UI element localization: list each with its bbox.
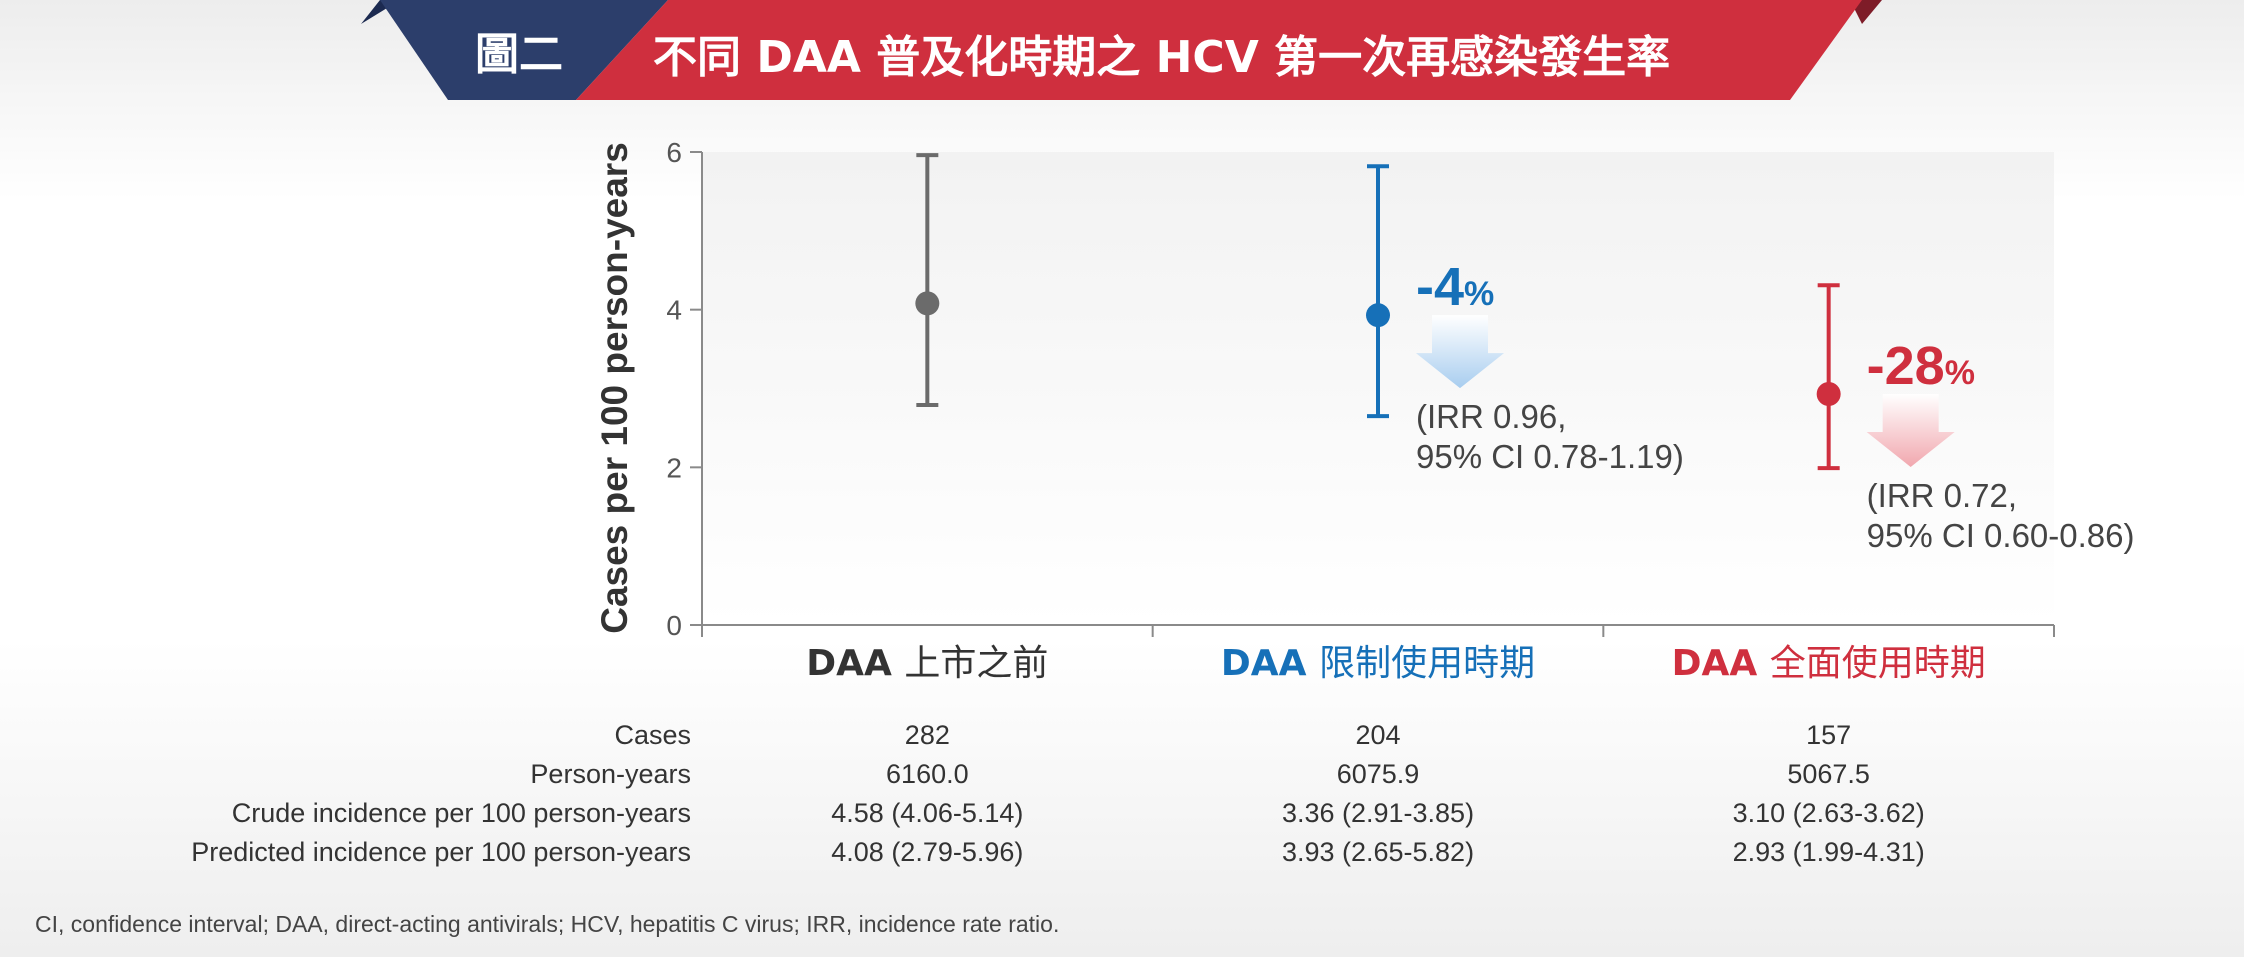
- data-point: [1366, 303, 1390, 328]
- table-cell: 157: [1806, 720, 1852, 750]
- change-unit: %: [1464, 275, 1494, 313]
- change-value: -28: [1867, 336, 1945, 396]
- down-arrow-icon: [1866, 394, 1955, 468]
- table-cell: 4.58 (4.06-5.14): [831, 798, 1024, 828]
- table-cell: 3.10 (2.63-3.62): [1732, 798, 1925, 828]
- x-category-label: DAA 全面使用時期: [1672, 643, 1986, 684]
- table-cell: 4.08 (2.79-5.96): [831, 837, 1024, 867]
- table-row-label: Person-years: [530, 759, 691, 789]
- change-percentage: -28%: [1867, 336, 1975, 396]
- table-cell: 282: [904, 720, 950, 750]
- figure-title: 不同 DAA 普及化時期之 HCV 第一次再感染發生率: [653, 32, 1671, 83]
- banner-right-corner: [1850, 0, 1882, 24]
- title-banner: [361, 0, 1882, 100]
- data-point: [1816, 382, 1841, 407]
- y-tick-label: 0: [666, 610, 682, 641]
- change-unit: %: [1945, 354, 1975, 392]
- down-arrow-icon: [1416, 315, 1504, 389]
- table-cell: 3.36 (2.91-3.85): [1281, 798, 1475, 828]
- banner-red-panel: [576, 0, 1862, 100]
- table-cell: 3.93 (2.65-5.82): [1281, 837, 1475, 867]
- change-value: -4: [1416, 257, 1464, 317]
- x-category-suffix: 上市之前: [904, 643, 1048, 684]
- y-axis-label: Cases per 100 person-years: [594, 142, 635, 634]
- x-category-prefix: DAA: [1672, 643, 1770, 684]
- footnote: CI, confidence interval; DAA, direct-act…: [35, 911, 1060, 937]
- irr-line-2: 95% CI 0.60-0.86): [1867, 517, 2135, 554]
- y-tick-label: 4: [666, 295, 682, 326]
- x-category-label: DAA 限制使用時期: [1221, 643, 1535, 684]
- table-cell: 204: [1355, 720, 1401, 750]
- table-cell: 2.93 (1.99-4.31): [1732, 837, 1925, 867]
- banner-navy-panel: [380, 0, 668, 100]
- x-category-prefix: DAA: [1221, 643, 1319, 684]
- table-cell: 6075.9: [1336, 759, 1420, 789]
- irr-line-1: (IRR 0.96,: [1416, 398, 1566, 435]
- y-tick-label: 2: [666, 452, 682, 483]
- irr-line-2: 95% CI 0.78-1.19): [1416, 438, 1684, 475]
- table-cell: 6160.0: [886, 759, 969, 789]
- figure-label: 圖二: [475, 29, 563, 80]
- x-category-suffix: 限制使用時期: [1319, 643, 1535, 684]
- irr-line-1: (IRR 0.72,: [1867, 477, 2017, 514]
- y-tick-label: 6: [666, 137, 682, 168]
- table-row-label: Crude incidence per 100 person-years: [231, 798, 691, 828]
- data-point: [915, 291, 940, 316]
- x-category-label: DAA 上市之前: [806, 643, 1048, 684]
- x-category-suffix: 全面使用時期: [1770, 643, 1986, 684]
- table-row-label: Predicted incidence per 100 person-years: [191, 837, 691, 867]
- table-cell: 5067.5: [1787, 759, 1870, 789]
- table-row-label: Cases: [614, 720, 691, 750]
- x-category-prefix: DAA: [806, 643, 904, 684]
- change-percentage: -4%: [1416, 257, 1494, 317]
